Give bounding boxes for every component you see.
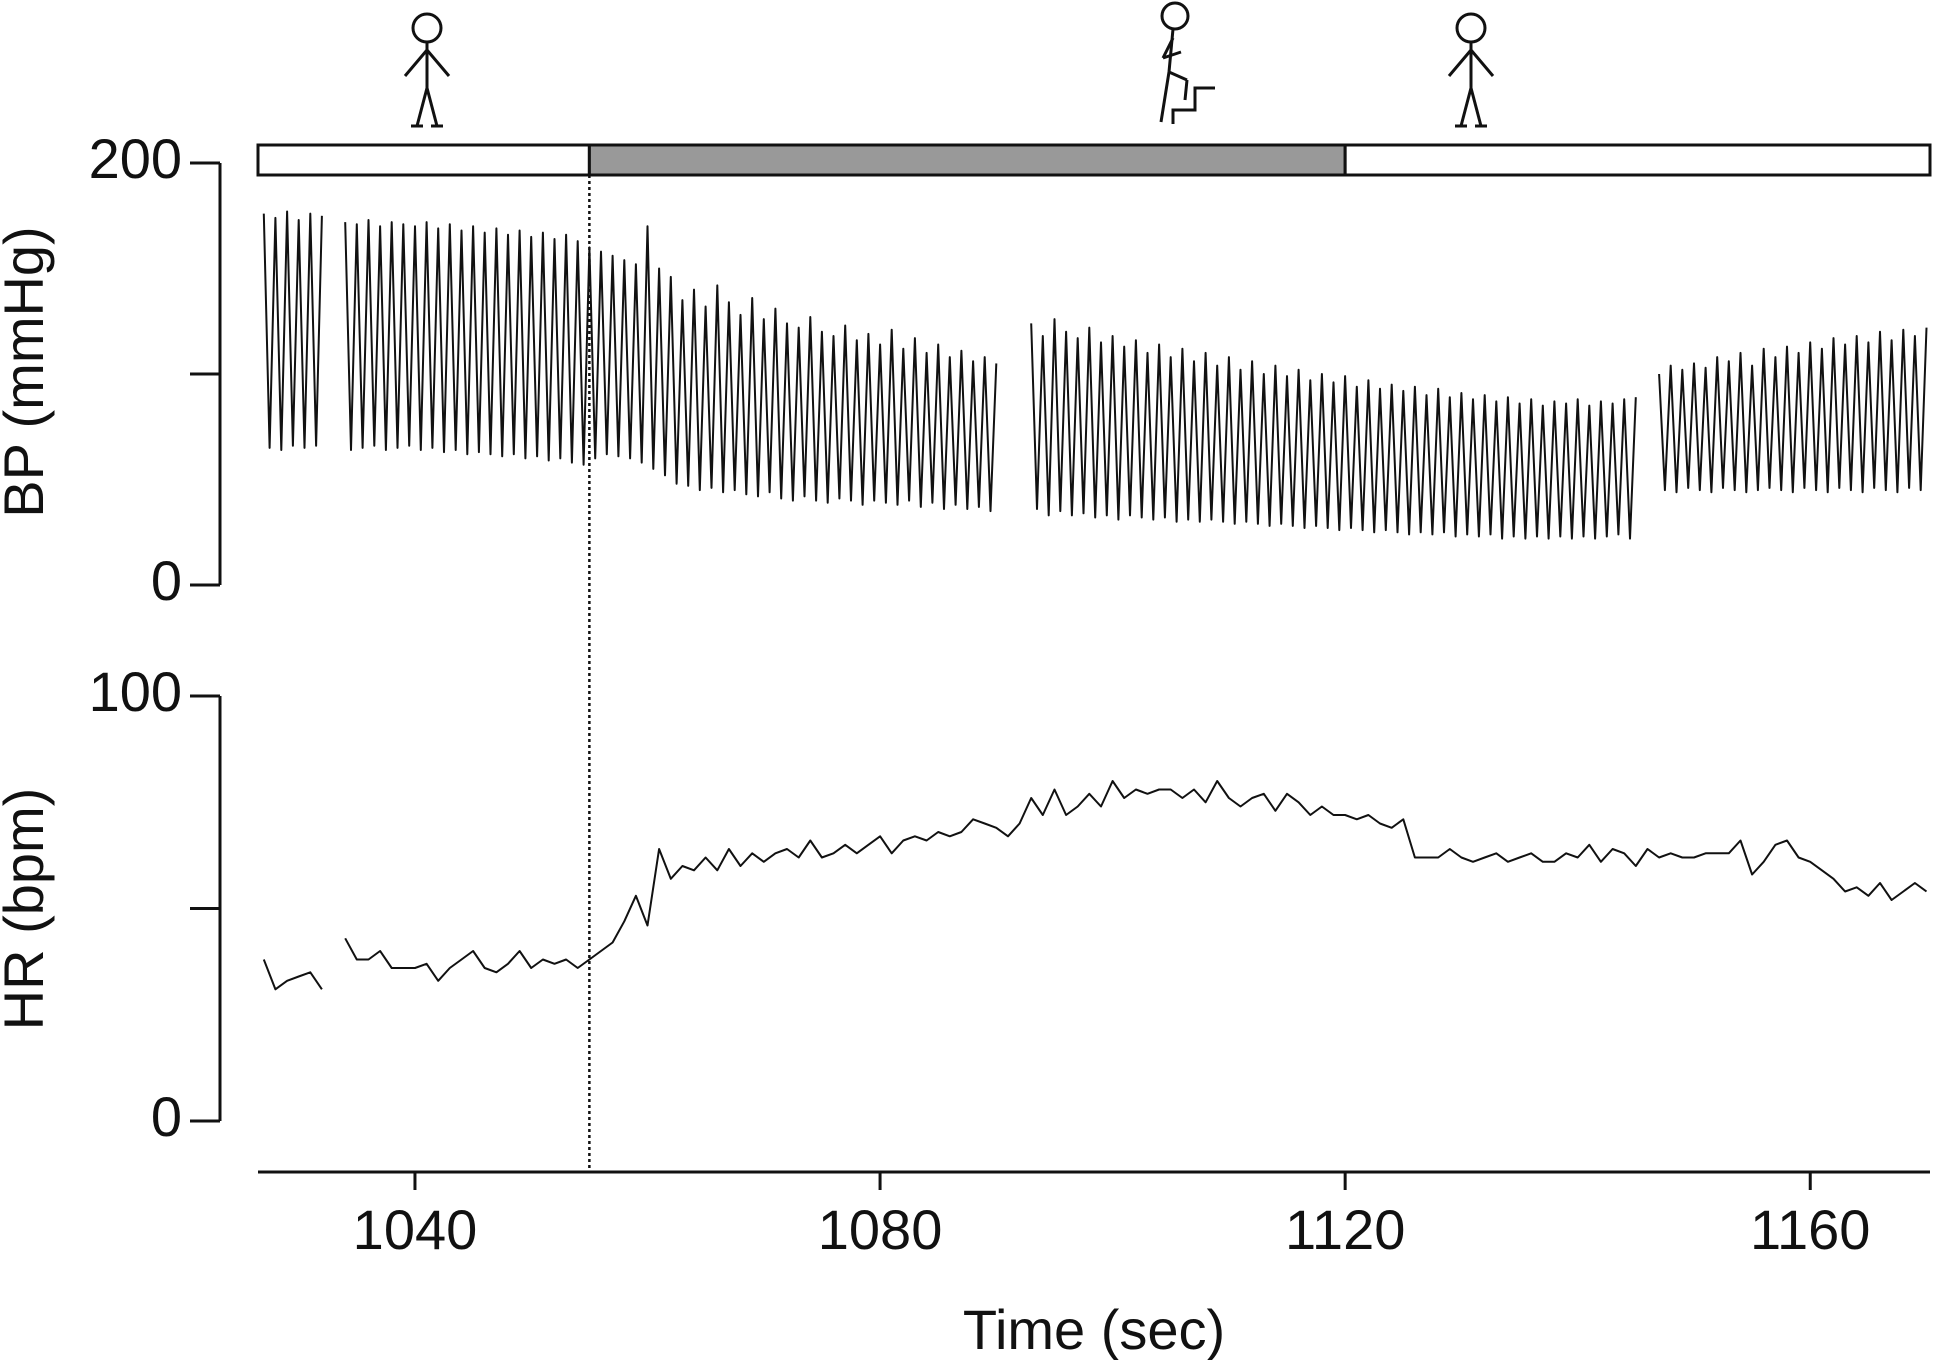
x-tick-label: 1160 xyxy=(1750,1198,1870,1261)
x-tick-label: 1120 xyxy=(1285,1198,1405,1261)
standing-figure xyxy=(1447,12,1495,128)
y-axis-title: HR (bpm) xyxy=(0,788,55,1031)
data-line xyxy=(262,780,1928,991)
x-tick-label: 1040 xyxy=(353,1198,478,1261)
stepping-figure xyxy=(1159,1,1215,124)
phase-bar xyxy=(587,143,1347,177)
y-axis-title: BP (mmHg) xyxy=(0,226,55,517)
y-tick-label: 0 xyxy=(151,549,182,612)
x-axis-title: Time (sec) xyxy=(963,1298,1225,1360)
data-line xyxy=(262,210,1928,540)
standing-figure xyxy=(403,12,451,128)
x-tick-label: 1080 xyxy=(818,1198,943,1261)
phase-bar xyxy=(256,143,591,177)
y-tick-label: 0 xyxy=(151,1085,182,1148)
y-tick-label: 200 xyxy=(89,127,182,190)
y-tick-label: 100 xyxy=(89,660,182,723)
phase-bar xyxy=(1343,143,1932,177)
